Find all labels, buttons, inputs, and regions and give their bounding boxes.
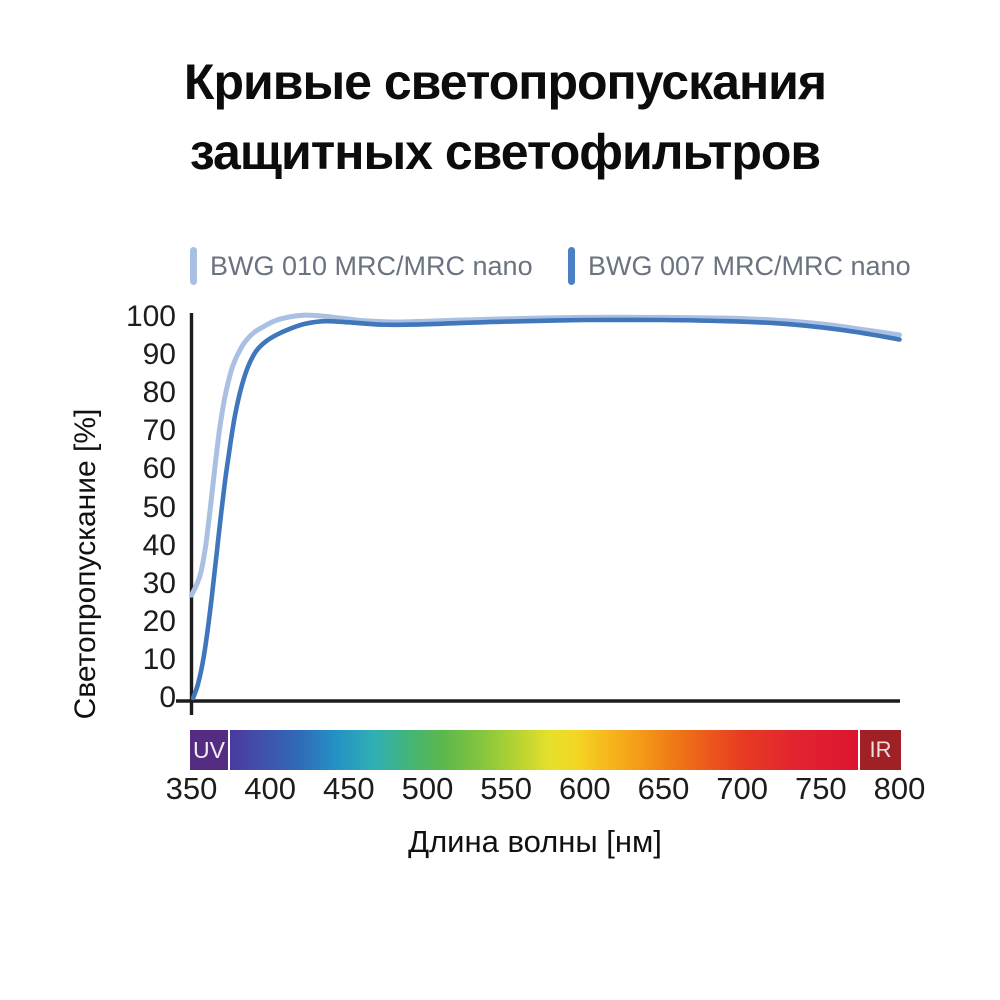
x-axis-ticks: 350 400 450 500 550 600 650 700 750 800 — [0, 771, 1000, 811]
y-tick-label: 10 — [142, 642, 176, 676]
legend-swatch-bwg-007 — [568, 247, 575, 285]
y-tick-label: 40 — [142, 528, 176, 562]
x-axis-title: Длина волны [нм] — [408, 824, 662, 859]
y-tick-label: 20 — [142, 604, 176, 638]
spectrum-gradient-bar — [230, 730, 858, 770]
y-tick-label: 30 — [142, 566, 176, 600]
x-tick-label: 750 — [794, 771, 847, 806]
x-tick-label: 550 — [480, 771, 533, 806]
spectrum-ir-label: IR — [869, 737, 892, 762]
y-tick-label: 70 — [142, 414, 176, 448]
y-axis-ticks: 0 10 20 30 40 50 60 70 80 90 100 — [0, 0, 176, 1000]
legend-item-bwg-007: BWG 007 MRC/MRC nano — [568, 247, 911, 285]
legend-item-bwg-010: BWG 010 MRC/MRC nano — [190, 247, 533, 285]
x-tick-label: 350 — [165, 771, 218, 806]
y-tick-label: 50 — [142, 490, 176, 524]
x-tick-label: 450 — [322, 771, 375, 806]
legend-label-bwg-007: BWG 007 MRC/MRC nano — [588, 250, 911, 281]
y-tick-label: 100 — [125, 300, 176, 333]
x-tick-label: 400 — [244, 771, 297, 806]
y-tick-label: 90 — [142, 338, 176, 372]
x-tick-label: 500 — [401, 771, 454, 806]
x-tick-label: 700 — [716, 771, 769, 806]
spectrum-uv-block: UV — [190, 730, 228, 770]
series-line-bwg-007 — [190, 317, 902, 701]
x-tick-label: 800 — [873, 771, 926, 806]
y-tick-label: 0 — [159, 681, 176, 714]
chart-title: Кривые светопропускания защитных светофи… — [5, 47, 1000, 187]
y-tick-label: 60 — [142, 452, 176, 486]
chart-title-line1: Кривые светопропускания — [183, 54, 827, 110]
spectrum-ir-block: IR — [860, 730, 901, 770]
y-tick-label: 80 — [142, 376, 176, 410]
x-tick-label: 650 — [637, 771, 690, 806]
series-line-bwg-010 — [189, 312, 902, 598]
chart-title-line2: защитных светофильтров — [189, 124, 821, 180]
legend-swatch-bwg-010 — [190, 247, 197, 285]
legend-label-bwg-010: BWG 010 MRC/MRC nano — [210, 250, 533, 281]
spectrum-uv-label: UV — [193, 736, 225, 763]
x-tick-label: 600 — [558, 771, 611, 806]
